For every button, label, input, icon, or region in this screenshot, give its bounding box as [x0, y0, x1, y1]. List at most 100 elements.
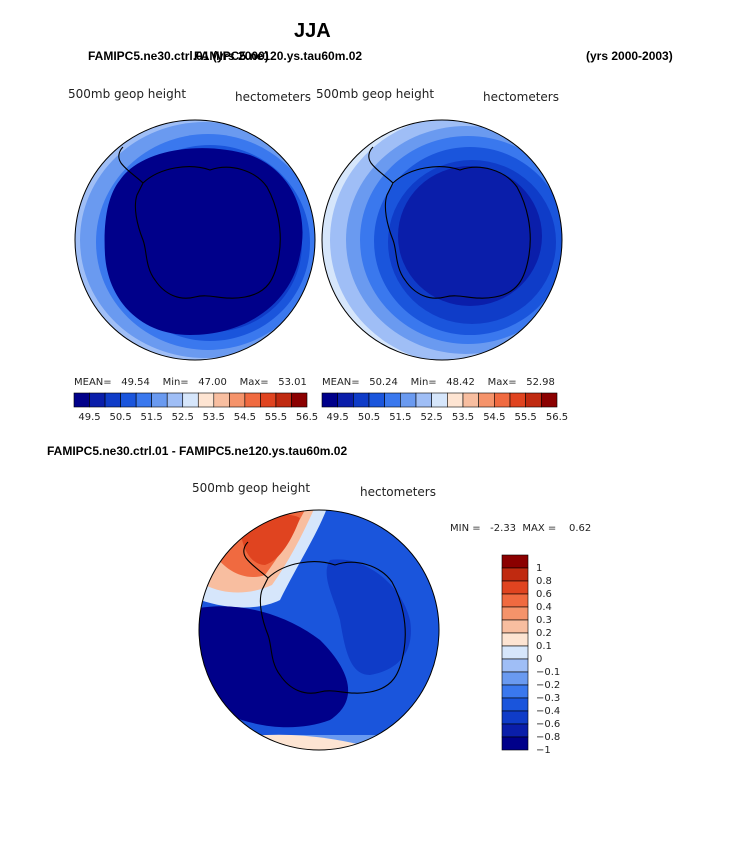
- panel1-colorbar-tick-label: 52.5: [172, 412, 194, 423]
- panel1-colorbar-tick-label: 54.5: [234, 412, 256, 423]
- panel1-field-core: [104, 148, 303, 335]
- panel3-colorbar-box: [501, 619, 529, 634]
- panel3-colorbar-tick-label: 0.6: [536, 589, 552, 600]
- panel3-title: 500mb geop height: [192, 481, 311, 495]
- panel3-colorbar-box: [501, 606, 529, 621]
- panel1-colorbar-box: [275, 392, 292, 408]
- panel3-colorbar-box: [501, 554, 529, 569]
- panel3-map-border: [198, 509, 440, 751]
- panel2-map-border: [321, 119, 563, 361]
- panel2-colorbar-box: [525, 392, 542, 408]
- panel2-max-label: Max=: [487, 377, 517, 388]
- panel1-colorbar-box: [166, 392, 184, 408]
- panel2-colorbar-box: [337, 392, 354, 408]
- panel3-colorbar-box: [501, 580, 529, 595]
- panel2-colorbar-box: [321, 392, 338, 408]
- panel3-colorbar-tick-label: 0: [536, 654, 542, 665]
- panel2-colorbar-box: [462, 392, 479, 408]
- panel1-colorbar-tick-label: 49.5: [78, 412, 100, 423]
- panel3-colorbar-tick-label: −1: [536, 745, 551, 756]
- panel3-max: 0.62: [569, 523, 592, 534]
- panel3-min-label: MIN =: [450, 523, 481, 534]
- panel3-max-label: MAX =: [522, 523, 557, 534]
- panel2-map: [321, 119, 563, 361]
- panel2-colorbar-tick-label: 52.5: [421, 412, 443, 423]
- panel1-units: hectometers: [235, 90, 311, 104]
- panel1-colorbar-box: [89, 392, 106, 408]
- panel2-colorbar-box: [494, 392, 511, 408]
- panel1-colorbar-box: [182, 392, 199, 408]
- panel1-title: 500mb geop height: [68, 87, 187, 101]
- panel3-min: -2.33: [490, 523, 517, 534]
- panel1-min-label: Min=: [162, 377, 189, 388]
- panel3-field-neg-east: [326, 559, 411, 675]
- panel2-stats: MEAN= 50.24 Min= 48.42 Max= 52.98: [322, 377, 555, 388]
- panel2-colorbar-tick-label: 53.5: [452, 412, 474, 423]
- panel2-units: hectometers: [483, 90, 559, 104]
- panel3-colorbar-tick-label: 0.1: [536, 641, 552, 652]
- panel3-colorbar-tick-label: 0.2: [536, 628, 552, 639]
- diff-header: FAMIPC5.ne30.ctrl.01 - FAMIPC5.ne120.ys.…: [47, 444, 348, 458]
- panel3-map: [198, 509, 440, 751]
- panel2-title: 500mb geop height: [316, 87, 435, 101]
- panel1-colorbar-box: [151, 392, 168, 408]
- panel1-colorbar-tick-label: 53.5: [203, 412, 225, 423]
- panel3-colorbar-tick-label: 0.3: [536, 615, 552, 626]
- panel2-colorbar-tick-label: 55.5: [515, 412, 537, 423]
- right-run-header: FAMIPC5.ne120.ys.tau60m.02: [194, 49, 363, 63]
- panel2-colorbar-box: [415, 392, 432, 408]
- panel3-colorbar-box: [501, 593, 529, 608]
- panel1-map-border: [74, 119, 316, 361]
- panel3-colorbar-box: [501, 710, 529, 725]
- panel1-mean: 49.54: [121, 377, 150, 388]
- panel2-colorbar-box: [431, 392, 448, 408]
- panel2-colorbar-tick-label: 51.5: [389, 412, 411, 423]
- panel2-colorbar-tick-label: 49.5: [327, 412, 349, 423]
- panel1-colorbar-box: [120, 392, 137, 408]
- panel2-mean: 50.24: [369, 377, 398, 388]
- panel3-colorbar-box: [501, 567, 529, 582]
- panel2-colorbar: 49.5 50.5 51.5 52.5 53.5 54.5 55.5 56.5: [321, 392, 568, 423]
- panel1-max-label: Max=: [239, 377, 269, 388]
- panel2-min-label: Min=: [410, 377, 437, 388]
- panel2-max: 52.98: [526, 377, 555, 388]
- page-title: JJA: [294, 20, 331, 42]
- panel3-colorbar-tick-label: −0.2: [536, 680, 560, 691]
- panel3-colorbar-tick-label: −0.8: [536, 732, 560, 743]
- panel1-colorbar-box: [291, 392, 308, 408]
- panel2-colorbar-box: [447, 392, 464, 408]
- panel1-max: 53.01: [278, 377, 307, 388]
- panel1-colorbar-tick-label: 55.5: [265, 412, 287, 423]
- panel1-colorbar-tick-label: 51.5: [141, 412, 163, 423]
- panel3-units: hectometers: [360, 485, 436, 499]
- panel3-colorbar-tick-label: 1: [536, 563, 542, 574]
- panel1-colorbar-box: [244, 392, 261, 408]
- panel1-colorbar-box: [260, 392, 277, 408]
- panel3-colorbar-box: [501, 658, 529, 673]
- panel3-colorbar-tick-label: 0.4: [536, 602, 552, 613]
- panel1-colorbar-tick-label: 56.5: [296, 412, 318, 423]
- panel2-colorbar-tick-label: 56.5: [546, 412, 568, 423]
- left-run-header: FAMIPC5.ne30.ctrl.01 (yrs 2000): [88, 49, 269, 63]
- panel3-stats: MIN = -2.33 MAX = 0.62: [450, 523, 591, 534]
- panel1-colorbar-box: [104, 392, 121, 408]
- panel3-colorbar-box: [501, 723, 529, 738]
- panel3-colorbar-tick-label: −0.4: [536, 706, 560, 717]
- panel1-colorbar-box: [197, 392, 215, 408]
- panel2-colorbar-tick-label: 50.5: [358, 412, 380, 423]
- panel3-colorbar-box: [501, 632, 529, 647]
- panel3-colorbar-box: [501, 736, 529, 751]
- panel1-min: 47.00: [198, 377, 227, 388]
- panel3-colorbar-tick-label: −0.6: [536, 719, 560, 730]
- panel2-colorbar-tick-label: 54.5: [483, 412, 505, 423]
- panel1-colorbar-tick-label: 50.5: [109, 412, 131, 423]
- panel2-colorbar-box: [368, 392, 385, 408]
- panel1-colorbar-box: [73, 392, 90, 408]
- panel3-colorbar-box: [501, 671, 529, 686]
- panel1-colorbar-box: [213, 392, 230, 408]
- panel3-field-neg-core: [199, 606, 348, 728]
- panel1-colorbar-box: [229, 392, 246, 408]
- panel2-colorbar-box: [400, 392, 417, 408]
- panel3-colorbar-box: [501, 684, 529, 699]
